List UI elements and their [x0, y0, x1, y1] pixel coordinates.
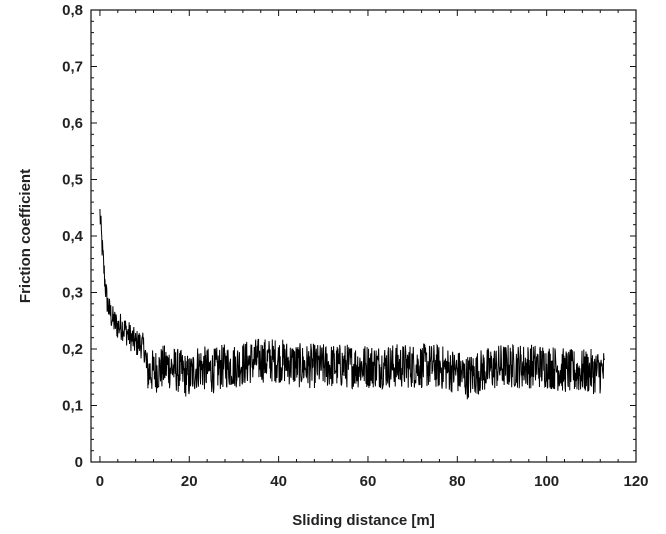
x-axis-title: Sliding distance [m]: [292, 512, 435, 529]
x-tick-label: 80: [449, 473, 466, 490]
x-tick-label: 0: [96, 473, 104, 490]
x-tick-label: 40: [270, 473, 287, 490]
x-tick-label: 120: [623, 473, 648, 490]
y-tick-label: 0,6: [62, 115, 83, 132]
y-tick-label: 0,5: [62, 172, 83, 189]
y-tick-label: 0,1: [62, 398, 83, 415]
x-tick-label: 20: [181, 473, 198, 490]
y-axis-title: Friction coefficient: [17, 169, 34, 303]
x-tick-label: 100: [534, 473, 559, 490]
y-tick-label: 0,8: [62, 2, 83, 19]
y-tick-label: 0,7: [62, 59, 83, 76]
y-tick-label: 0,4: [62, 228, 84, 245]
x-tick-label: 60: [360, 473, 377, 490]
y-tick-label: 0: [75, 454, 83, 471]
ticks-layer: [91, 9, 637, 463]
plot-frame: [90, 9, 637, 463]
y-tick-label: 0,2: [62, 341, 83, 358]
y-tick-label: 0,3: [62, 285, 83, 302]
labels-layer: 0 20 40 60 80 100 120 0 0,1 0,2 0,3 0,4 0,5 0,6 0,7 0,8: [62, 2, 648, 490]
series-layer: [99, 209, 606, 400]
friction-series-line: [99, 209, 606, 400]
